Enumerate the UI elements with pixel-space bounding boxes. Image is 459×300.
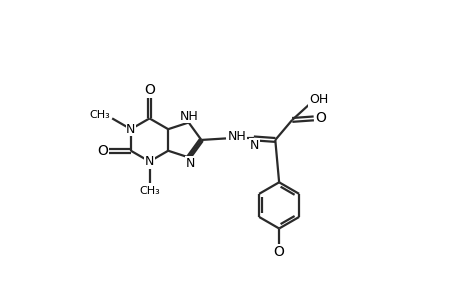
Text: O: O (97, 144, 107, 158)
Text: O: O (314, 111, 325, 124)
Text: N: N (249, 139, 258, 152)
Text: O: O (144, 83, 155, 97)
Text: N: N (126, 123, 135, 136)
Text: CH₃: CH₃ (90, 110, 110, 119)
Text: N: N (185, 157, 195, 170)
Text: NH: NH (227, 130, 246, 143)
Text: OH: OH (308, 93, 327, 106)
Text: NH: NH (179, 110, 198, 123)
Text: CH₃: CH₃ (139, 186, 160, 196)
Text: O: O (273, 244, 284, 259)
Text: N: N (145, 155, 154, 168)
